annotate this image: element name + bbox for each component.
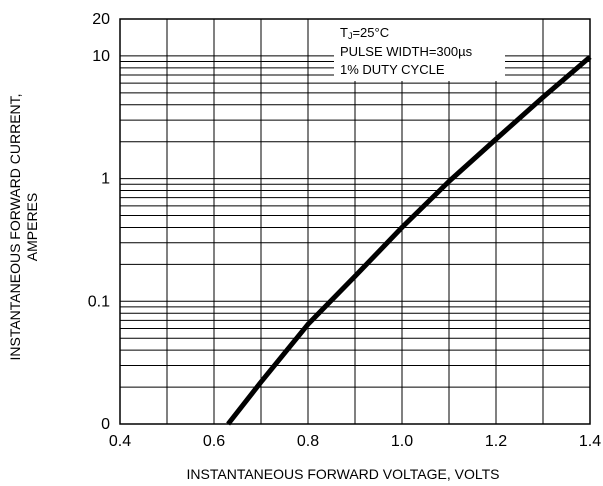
annotation-tj: TJ=25°C	[340, 25, 389, 41]
x-tick-label: 1.0	[391, 433, 413, 450]
annotation-background	[334, 19, 505, 81]
x-axis-title: INSTANTANEOUS FORWARD VOLTAGE, VOLTS	[187, 466, 500, 482]
annotation-pulse-width: PULSE WIDTH=300µs	[340, 44, 473, 59]
grid	[120, 19, 590, 424]
plot-frame	[119, 18, 591, 425]
x-tick-label: 1.2	[485, 433, 507, 450]
annotation-duty-cycle: 1% DUTY CYCLE	[340, 62, 445, 77]
y-axis-title: INSTANTANEOUS FORWARD CURRENT, AMPERES	[7, 93, 40, 360]
tick-labels: 0.4 0.6 0.8 1.0 1.2 1.4 0 0.1 1 10 20	[88, 11, 601, 450]
x-tick-label: 0.4	[109, 433, 131, 450]
y-tick-label: 10	[92, 48, 110, 65]
x-tick-label: 0.6	[203, 433, 225, 450]
x-tick-label: 1.4	[579, 433, 601, 450]
series-layer	[226, 55, 592, 426]
y-tick-label: 0	[101, 416, 110, 433]
tj-subscript: J	[348, 31, 353, 41]
annotation-box: TJ=25°C PULSE WIDTH=300µs 1% DUTY CYCLE	[334, 19, 505, 81]
y-tick-label: 0.1	[88, 293, 110, 310]
y-tick-label: 20	[92, 11, 110, 28]
y-axis-title-line1: INSTANTANEOUS FORWARD CURRENT,	[7, 93, 23, 360]
y-tick-label: 1	[101, 171, 110, 188]
y-axis-title-line2: AMPERES	[24, 193, 40, 261]
tj-symbol: T	[340, 25, 348, 40]
tj-value: =25°C	[352, 25, 389, 40]
forward-current-curve	[226, 55, 592, 426]
x-tick-label: 0.8	[297, 433, 319, 450]
